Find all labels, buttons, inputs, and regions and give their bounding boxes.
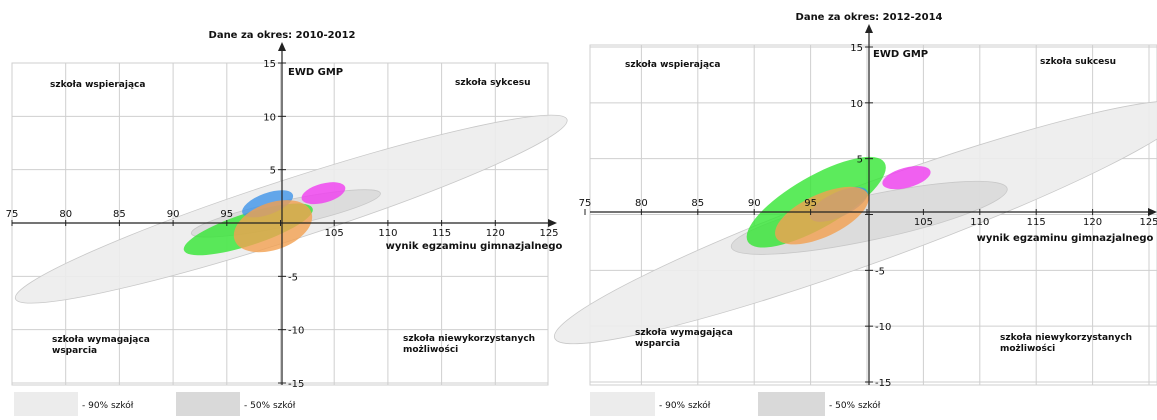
x-tick-label: 105	[914, 217, 933, 228]
legend-swatch	[590, 392, 655, 416]
legend-swatch	[14, 392, 78, 416]
x-tick-label: 75	[6, 209, 19, 220]
quadrant-label-bottom-left: szkoła wymagająca	[635, 328, 733, 338]
x-axis-label: wynik egzaminu gimnazjalnego	[386, 241, 563, 252]
quadrant-label-bottom-left: szkoła wymagająca	[52, 335, 150, 345]
y-tick-label: -5	[288, 272, 298, 283]
quadrant-label-top-left: szkoła wspierająca	[625, 60, 720, 70]
quadrant-label-top-right: szkoła sukcesu	[1040, 57, 1116, 67]
y-tick-label: -10	[875, 322, 891, 333]
quadrant-label-bottom-left: wsparcia	[52, 346, 97, 356]
y-tick-label: -15	[875, 378, 891, 389]
legend-label: - 90% szkół	[659, 400, 711, 411]
x-tick-label: 90	[167, 209, 180, 220]
x-tick-label: 105	[325, 228, 344, 239]
quadrant-label-bottom-right: możliwości	[403, 344, 458, 355]
quadrant-label-bottom-right: szkoła niewykorzystanych	[403, 334, 535, 344]
x-tick-label: 120	[486, 228, 505, 239]
x-tick-label: 95	[220, 209, 233, 220]
x-tick-label: 125	[1139, 217, 1157, 228]
chart-title: Dane za okres: 2010-2012	[209, 30, 356, 41]
x-tick-label: 75	[579, 198, 592, 209]
x-tick-label: 85	[691, 198, 704, 209]
x-tick-label: 120	[1083, 217, 1102, 228]
quadrant-label-bottom-left: wsparcia	[635, 339, 680, 349]
quadrant-label-bottom-right: możliwości	[1000, 343, 1055, 354]
y-tick-label: -15	[288, 379, 304, 390]
x-axis-label: wynik egzaminu gimnazjalnego	[977, 233, 1154, 244]
x-axis-arrow-icon	[548, 219, 557, 227]
legend-swatch	[758, 392, 825, 416]
legend-label: - 50% szkół	[244, 400, 296, 411]
y-axis-arrow-icon	[278, 42, 286, 51]
y-tick-label: 15	[850, 43, 863, 54]
ellipse-magenta	[882, 166, 931, 190]
legend-swatch	[176, 392, 240, 416]
x-tick-label: 90	[748, 198, 761, 209]
y-tick-label: 5	[270, 166, 276, 177]
x-axis-arrow-icon	[1148, 208, 1157, 216]
y-axis-label: EWD GMP	[873, 49, 928, 60]
y-tick-label: 10	[263, 112, 276, 123]
ellipse-orange	[233, 200, 313, 253]
x-tick-label: 125	[539, 228, 558, 239]
x-tick-label: 115	[432, 228, 451, 239]
y-tick-label: 10	[850, 99, 863, 110]
quadrant-label-top-right: szkoła sykcesu	[455, 78, 530, 88]
x-tick-label: 80	[59, 209, 72, 220]
y-axis-label: EWD GMP	[288, 67, 343, 78]
ellipse-orange	[775, 186, 869, 245]
x-tick-label: 95	[804, 198, 817, 209]
legend-label: - 90% szkół	[82, 400, 134, 411]
quadrant-label-bottom-right: szkoła niewykorzystanych	[1000, 333, 1132, 343]
y-tick-label: 15	[263, 59, 276, 70]
x-tick-label: 85	[113, 209, 126, 220]
ellipse-magenta	[301, 182, 346, 205]
y-axis-arrow-icon	[865, 24, 873, 33]
chart-title: Dane za okres: 2012-2014	[796, 12, 943, 23]
x-tick-label: 80	[635, 198, 648, 209]
x-tick-label: 110	[970, 217, 989, 228]
y-tick-label: 5	[857, 155, 863, 166]
y-tick-label: -10	[288, 326, 304, 337]
quadrant-label-top-left: szkoła wspierająca	[50, 80, 145, 90]
legend-label: - 50% szkół	[829, 400, 881, 411]
x-tick-label: 115	[1027, 217, 1046, 228]
x-tick-label: 110	[378, 228, 397, 239]
y-tick-label: -5	[875, 266, 885, 277]
